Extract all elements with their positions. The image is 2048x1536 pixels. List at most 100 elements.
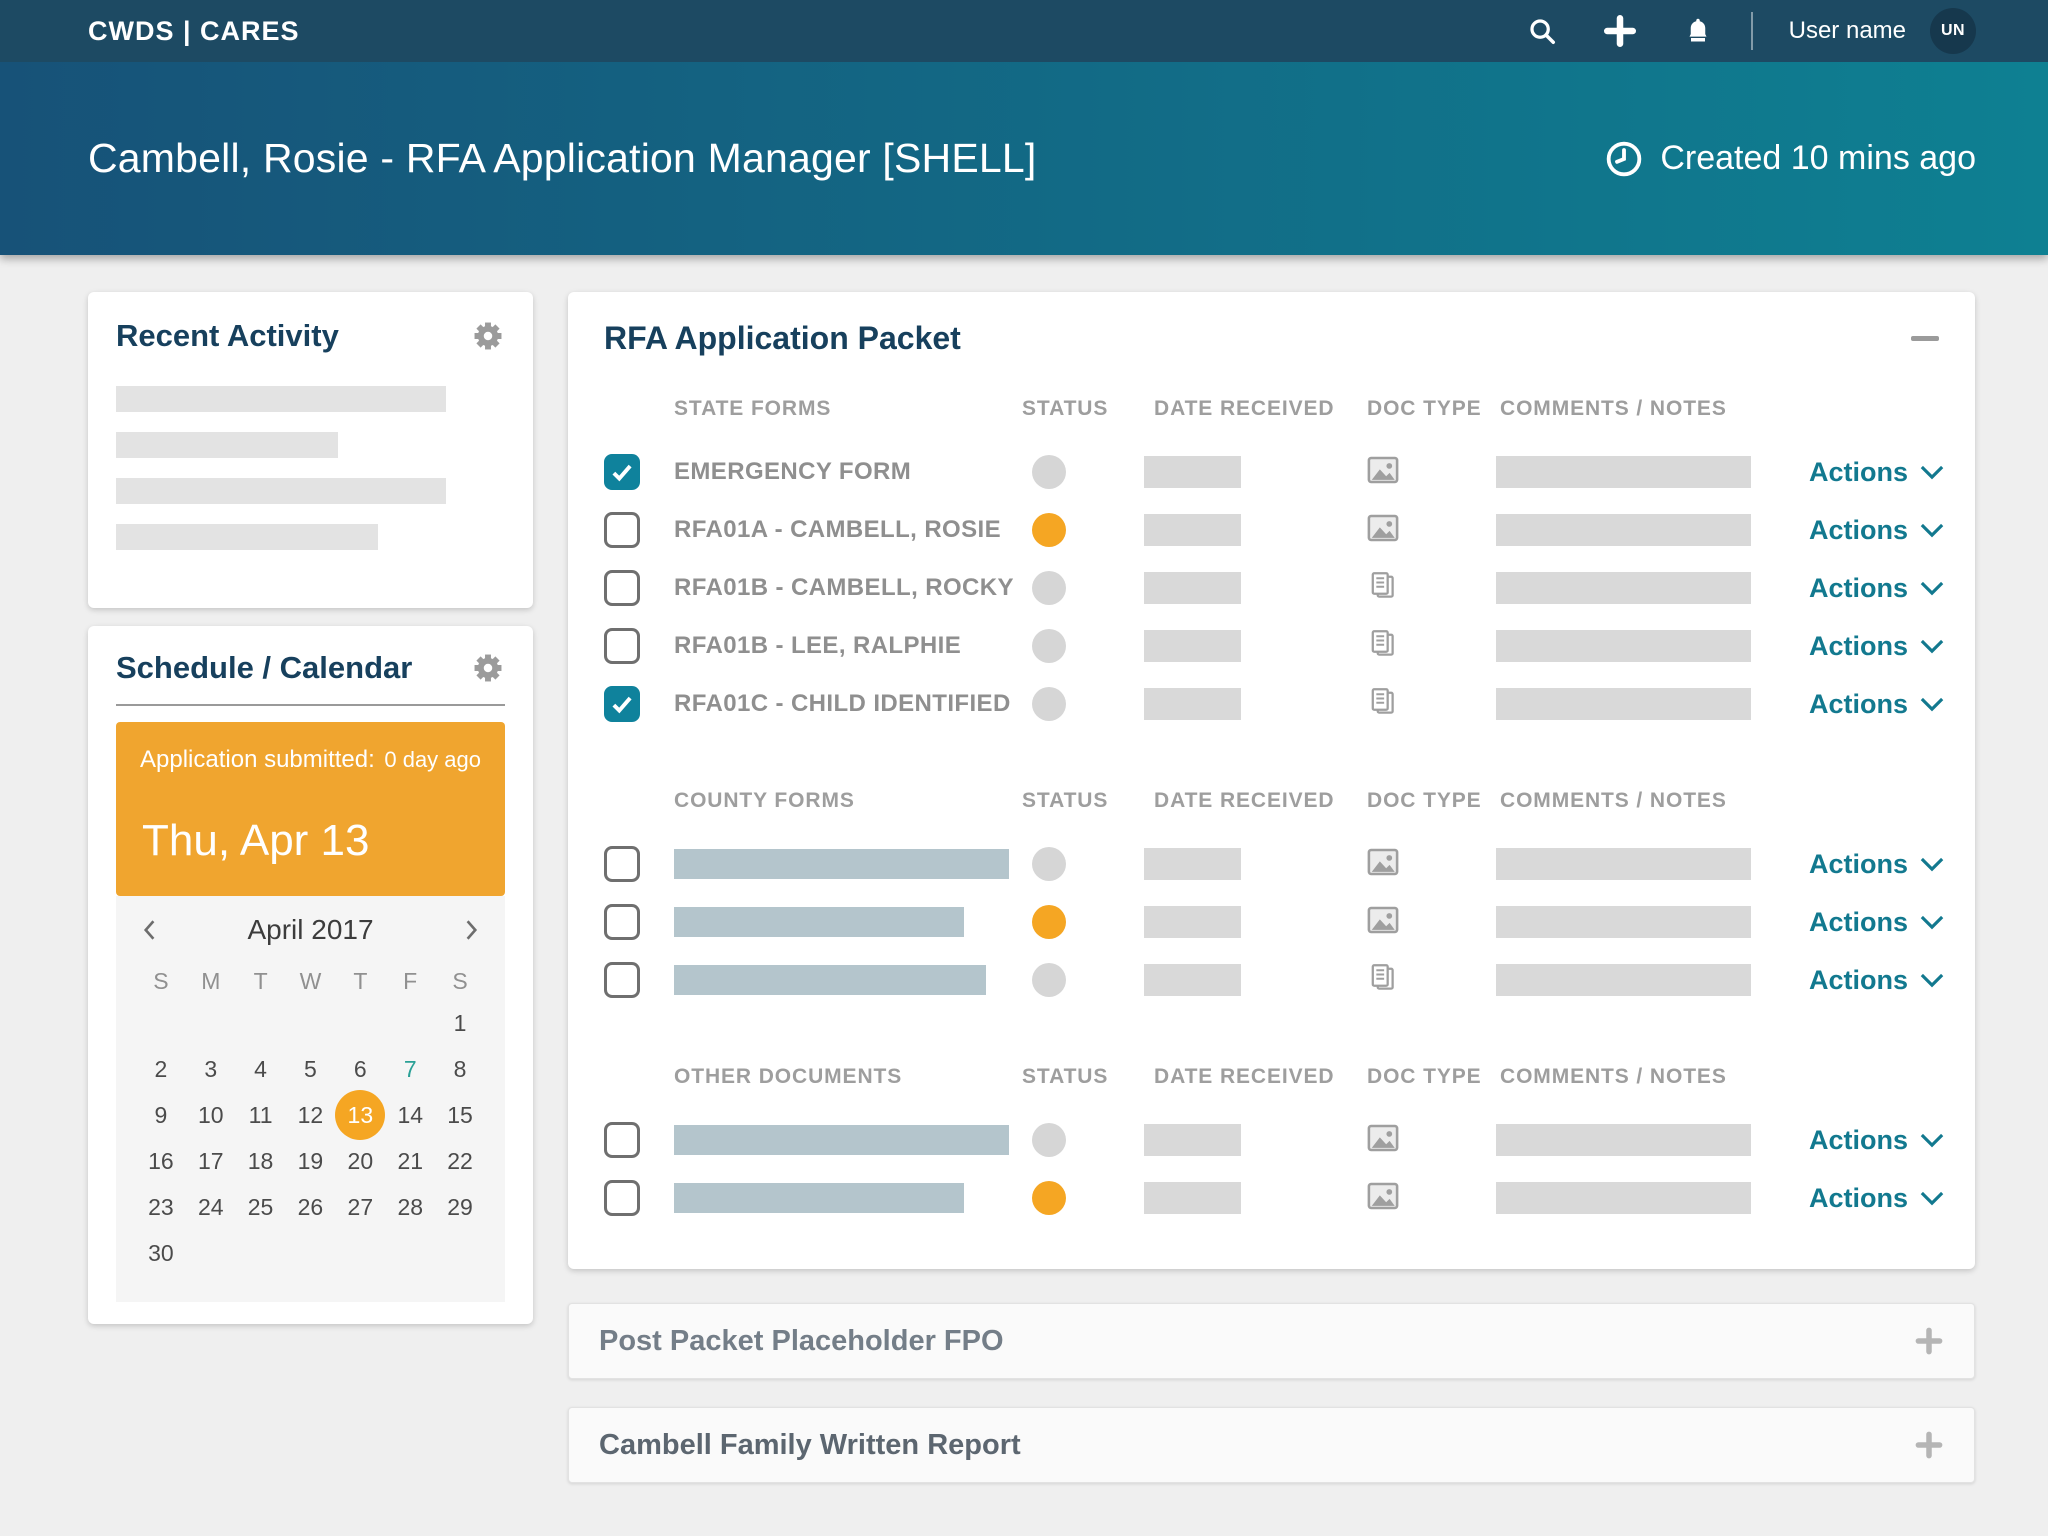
calendar-day[interactable]: 22 [435, 1138, 485, 1184]
document-icon [1365, 961, 1399, 1000]
actions-dropdown[interactable]: Actions [1809, 515, 1944, 546]
row-checkbox[interactable] [604, 1180, 640, 1216]
calendar-day[interactable]: 6 [335, 1046, 385, 1092]
row-checkbox[interactable] [604, 962, 640, 998]
calendar-day-number: 19 [297, 1147, 324, 1174]
actions-dropdown[interactable]: Actions [1809, 631, 1944, 662]
plus-icon[interactable] [1914, 1430, 1944, 1460]
calendar-day[interactable]: 11 [236, 1092, 286, 1138]
calendar-weekday: F [403, 967, 418, 994]
calendar-day[interactable]: 16 [136, 1138, 186, 1184]
calendar-day-number: 29 [447, 1193, 473, 1220]
calendar-day-number: 8 [453, 1055, 467, 1082]
add-icon[interactable] [1603, 14, 1637, 48]
calendar-day-number: 9 [154, 1101, 168, 1128]
avatar[interactable]: UN [1930, 8, 1976, 54]
actions-dropdown[interactable]: Actions [1809, 689, 1944, 720]
calendar-day[interactable]: 21 [385, 1138, 435, 1184]
comments-placeholder [1496, 906, 1751, 938]
calendar-day[interactable]: 19 [285, 1138, 335, 1184]
calendar-day[interactable]: 8 [435, 1046, 485, 1092]
calendar-day-number: 13 [335, 1090, 386, 1140]
calendar-prev-button[interactable] [136, 915, 162, 945]
calendar-day-number: 18 [247, 1147, 274, 1174]
actions-label: Actions [1809, 688, 1909, 719]
image-icon [1365, 1120, 1401, 1161]
actions-label: Actions [1809, 906, 1909, 937]
calendar-day[interactable]: 25 [236, 1184, 286, 1230]
calendar-day[interactable]: 23 [136, 1184, 186, 1230]
date-received-placeholder [1144, 906, 1241, 938]
post-packet-panel[interactable]: Post Packet Placeholder FPO [568, 1303, 1975, 1379]
row-label-placeholder [674, 1125, 1009, 1155]
minus-icon[interactable] [1911, 335, 1939, 342]
actions-dropdown[interactable]: Actions [1809, 907, 1944, 938]
actions-dropdown[interactable]: Actions [1809, 457, 1944, 488]
calendar-next-button[interactable] [459, 915, 485, 945]
row-checkbox[interactable] [604, 1122, 640, 1158]
calendar-weekday: T [253, 967, 268, 994]
search-icon[interactable] [1527, 16, 1557, 46]
status-dot [1032, 847, 1066, 881]
calendar-day-number: 21 [397, 1147, 424, 1174]
calendar-day[interactable]: 1 [435, 1000, 485, 1046]
calendar-day[interactable]: 24 [186, 1184, 236, 1230]
row-checkbox[interactable] [604, 686, 640, 722]
calendar-day[interactable]: 9 [136, 1092, 186, 1138]
actions-dropdown[interactable]: Actions [1809, 573, 1944, 604]
page-header: Cambell, Rosie - RFA Application Manager… [0, 62, 2048, 255]
comments-placeholder [1496, 572, 1751, 604]
calendar-day[interactable]: 14 [385, 1092, 435, 1138]
calendar-day[interactable]: 26 [285, 1184, 335, 1230]
user-name[interactable]: User name [1788, 17, 1906, 44]
calendar-day[interactable]: 30 [136, 1230, 186, 1276]
row-checkbox[interactable] [604, 904, 640, 940]
content: Recent Activity Schedule / Calendar [0, 255, 2048, 1483]
calendar-day-empty [186, 1000, 236, 1046]
actions-label: Actions [1809, 1182, 1909, 1213]
calendar-day[interactable]: 4 [236, 1046, 286, 1092]
brand-logo[interactable]: CWDS | CARES [88, 15, 300, 46]
row-checkbox[interactable] [604, 846, 640, 882]
row-checkbox[interactable] [604, 512, 640, 548]
calendar-day[interactable]: 2 [136, 1046, 186, 1092]
packet-section-header: OTHER DOCUMENTS STATUS DATE RECEIVED DOC… [604, 1055, 1939, 1099]
notifications-icon[interactable] [1683, 16, 1713, 46]
image-icon [1365, 1178, 1401, 1219]
plus-icon[interactable] [1914, 1326, 1944, 1356]
calendar-day[interactable]: 27 [335, 1184, 385, 1230]
gear-icon[interactable] [471, 319, 505, 353]
calendar-day[interactable]: 12 [285, 1092, 335, 1138]
calendar-day[interactable]: 29 [435, 1184, 485, 1230]
calendar-day[interactable]: 18 [236, 1138, 286, 1184]
actions-dropdown[interactable]: Actions [1809, 1183, 1944, 1214]
row-checkbox[interactable] [604, 628, 640, 664]
actions-dropdown[interactable]: Actions [1809, 965, 1944, 996]
calendar-day-number: 17 [197, 1147, 224, 1174]
calendar-day[interactable]: 28 [385, 1184, 435, 1230]
column-header-status: STATUS [1022, 789, 1109, 812]
calendar-day-empty [285, 1230, 335, 1276]
calendar-day[interactable]: 5 [285, 1046, 335, 1092]
calendar-day[interactable]: 17 [186, 1138, 236, 1184]
gear-icon[interactable] [471, 651, 505, 685]
row-checkbox[interactable] [604, 570, 640, 606]
actions-dropdown[interactable]: Actions [1809, 849, 1944, 880]
calendar-day-empty [335, 1230, 385, 1276]
column-header-date-received: DATE RECEIVED [1154, 789, 1335, 812]
calendar-day[interactable]: 15 [435, 1092, 485, 1138]
calendar-day-empty [385, 1230, 435, 1276]
calendar-day[interactable]: 13 [335, 1090, 386, 1140]
packet-row: EMERGENCY FORM Actions [604, 443, 1944, 501]
calendar-day[interactable]: 3 [186, 1046, 236, 1092]
row-checkbox[interactable] [604, 454, 640, 490]
rfa-application-packet-card: RFA Application Packet STATE FORMS STATU… [568, 292, 1975, 1269]
placeholder-bar [116, 386, 446, 412]
calendar-day[interactable]: 7 [385, 1046, 435, 1092]
written-report-panel[interactable]: Cambell Family Written Report [568, 1407, 1975, 1483]
actions-dropdown[interactable]: Actions [1809, 1125, 1944, 1156]
calendar-day[interactable]: 20 [335, 1138, 385, 1184]
row-label: RFA01A - CAMBELL, ROSIE [674, 516, 1002, 543]
status-dot [1032, 963, 1066, 997]
calendar-day[interactable]: 10 [186, 1092, 236, 1138]
